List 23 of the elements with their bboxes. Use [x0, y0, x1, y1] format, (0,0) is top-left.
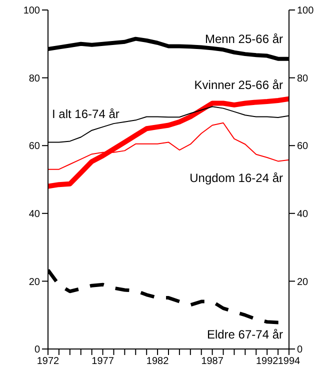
- y-tick-label: 60: [28, 141, 40, 152]
- x-tick-label: 1994: [278, 356, 301, 368]
- x-tick-label: 1972: [36, 356, 60, 368]
- series-label: Ungdom 16-24 år: [190, 170, 283, 185]
- y2-tick-label: 0: [297, 344, 303, 356]
- series-label: Kvinner 25-66 år: [194, 78, 283, 92]
- x-tick-label: 1977: [92, 356, 114, 368]
- y2-tick-label: 40: [297, 208, 309, 220]
- series-label: Eldre 67-74 år: [206, 328, 283, 342]
- y-tick-label: 100: [23, 6, 40, 17]
- x-tick-label: 1987: [201, 356, 224, 368]
- y-tick-label: 0: [34, 344, 40, 356]
- y-tick-label: 80: [28, 73, 40, 84]
- x-tick-label: 1992: [256, 356, 279, 368]
- y-tick-label: 20: [28, 276, 40, 288]
- series-label: I alt 16-74 år: [52, 107, 120, 122]
- y-tick-label: 40: [28, 208, 40, 220]
- y2-tick-label: 20: [297, 276, 309, 288]
- series-label: Menn 25-66 år: [204, 32, 284, 46]
- x-tick-label: 1982: [146, 356, 170, 368]
- y2-tick-label: 80: [297, 73, 309, 84]
- y2-tick-label: 100: [297, 6, 314, 17]
- y2-tick-label: 60: [297, 141, 309, 152]
